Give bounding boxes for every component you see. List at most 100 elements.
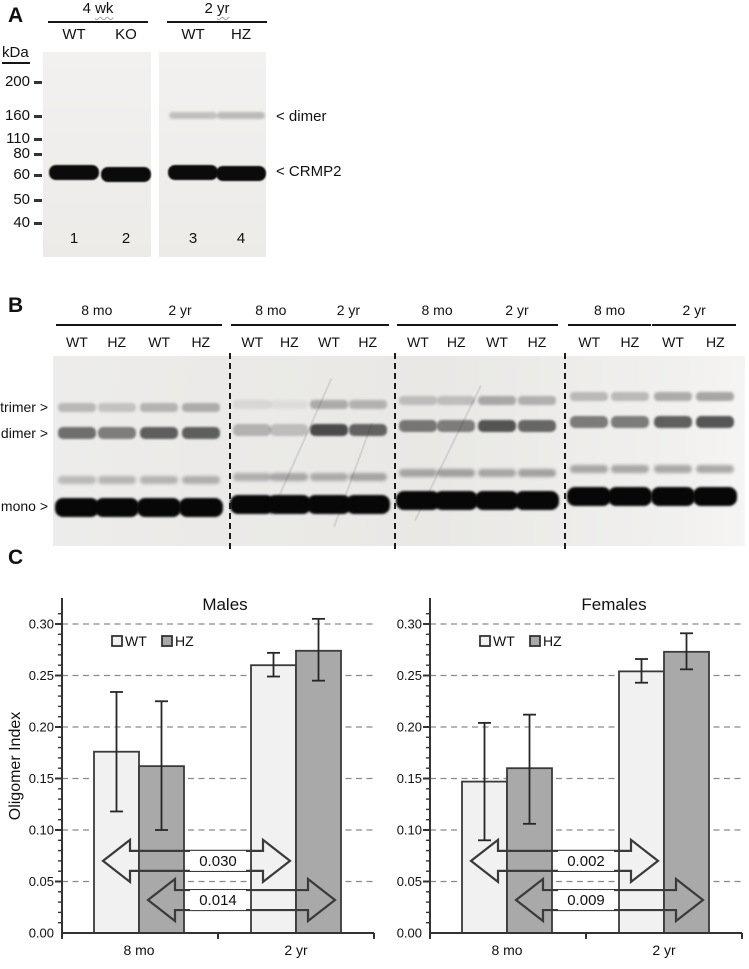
- x-category-label: 8 mo: [123, 942, 154, 958]
- crmp2-band: [49, 165, 99, 180]
- age-unit: wk: [95, 0, 114, 17]
- lane-genotype-label: WT: [181, 26, 205, 43]
- faint-band: [478, 469, 516, 477]
- band-row-label: trimer >: [0, 399, 48, 415]
- age-group-underline: [55, 324, 138, 326]
- age-unit: yr: [217, 0, 230, 17]
- faint-band: [140, 476, 179, 484]
- lane-divider-dashed: [564, 353, 566, 549]
- x-category-label: 8 mo: [491, 942, 522, 958]
- lane-genotype-label: WT: [66, 334, 88, 350]
- y-tick-label: 0.10: [29, 823, 54, 838]
- chart-females: 0.00 0.05 0.10 0.15 0.20 0.25 0.30 8 mo 2 yr 0.00…: [368, 556, 749, 969]
- panel-b-label: B: [8, 294, 24, 317]
- trimer-band: [398, 396, 437, 405]
- faint-band: [570, 465, 609, 473]
- y-tick-label: 0.00: [29, 926, 54, 941]
- p-value-box: [190, 850, 246, 871]
- trimer-band: [233, 400, 272, 409]
- age-group-label: 2 yr: [168, 302, 192, 318]
- dimer-band: [696, 416, 735, 428]
- lane-genotype-label: WT: [148, 334, 171, 350]
- lane-genotype-label: HZ: [231, 26, 251, 43]
- crmp2-band: [101, 167, 151, 182]
- trimer-band: [478, 396, 516, 405]
- comparison-arrow-hz: [146, 876, 337, 924]
- mono-band: [345, 495, 390, 514]
- lane-genotype-label: HZ: [620, 334, 640, 350]
- bar-wt-2yr: [250, 664, 297, 934]
- faint-band: [348, 473, 387, 481]
- legend-swatch-hz: [161, 635, 173, 647]
- p-value-label: 0.002: [567, 853, 605, 870]
- faint-band: [517, 469, 556, 477]
- age-group-underline: [652, 324, 737, 326]
- lane-genotype-label: WT: [318, 334, 340, 350]
- trimer-band: [437, 396, 476, 405]
- p-value-box: [190, 890, 246, 911]
- faint-band: [97, 476, 136, 484]
- mono-band: [178, 498, 223, 517]
- p-value-box: [558, 890, 614, 911]
- dimer-band: [348, 424, 387, 436]
- age-group-underline: [231, 324, 311, 326]
- y-tick-label: 0.15: [29, 771, 54, 786]
- mono-band: [230, 495, 275, 514]
- trimer-band: [610, 392, 649, 401]
- lane-number: 3: [188, 230, 198, 247]
- mono-band: [475, 491, 519, 510]
- y-tick-label: 0.30: [29, 617, 54, 632]
- y-tick-label: 0.05: [29, 874, 54, 889]
- dimer-band: [181, 427, 220, 439]
- trimer-band: [270, 400, 309, 409]
- comparison-arrow-wt: [101, 837, 292, 885]
- y-tick-label: 0.00: [397, 926, 422, 941]
- age-group-label: 4 wk: [38, 0, 158, 17]
- lane-genotype-label: WT: [241, 334, 264, 350]
- legend-label: WT: [493, 633, 515, 649]
- dimer-band: [169, 112, 217, 119]
- trimer-band: [654, 392, 692, 401]
- p-value-label: 0.014: [199, 892, 237, 909]
- lane-genotype-label: WT: [407, 334, 429, 350]
- bar-chart-males: 0.00 0.05 0.10 0.15 0.20 0.25 0.30 8 mo 2 yr 0.03…: [7, 595, 375, 958]
- lane-genotype-label: HZ: [705, 334, 725, 350]
- trimer-band: [57, 403, 96, 412]
- kda-marker-value: 160: [4, 107, 30, 124]
- p-value-box: [558, 850, 614, 871]
- crmp2-band: [216, 166, 266, 181]
- y-tick-label: 0.15: [397, 771, 422, 786]
- lane-divider-dashed: [229, 353, 231, 549]
- p-value-label: 0.030: [199, 853, 237, 870]
- dimer-band: [310, 424, 348, 436]
- age-group-label: 2 yr: [505, 302, 529, 318]
- comparison-arrow-wt: [469, 837, 660, 885]
- blot-membrane-right: [159, 52, 266, 257]
- faint-band: [696, 465, 735, 473]
- age-number: 2: [204, 0, 217, 17]
- legend-swatch-wt: [111, 635, 123, 647]
- legend-label: HZ: [175, 633, 194, 649]
- faint-band: [654, 465, 692, 473]
- band-row-label: mono >: [0, 498, 48, 514]
- age-group-label: 2 yr: [157, 0, 277, 17]
- faint-band: [181, 476, 220, 484]
- kda-marker-value: 110: [6, 130, 30, 147]
- dimer-band: [270, 424, 309, 436]
- kda-marker-value: 40: [13, 214, 30, 231]
- trimer-band: [348, 400, 387, 409]
- age-group-underline: [48, 21, 148, 23]
- faint-band: [310, 473, 348, 481]
- faint-band: [398, 469, 437, 477]
- trimer-band: [570, 392, 609, 401]
- trimer-band: [140, 403, 179, 412]
- p-value-label: 0.009: [567, 892, 605, 909]
- dimer-band: [57, 427, 96, 439]
- trimer-band: [310, 400, 348, 409]
- mono-band: [94, 498, 139, 517]
- kda-marker-value: 80: [13, 145, 30, 162]
- blot-membrane-left: [43, 52, 151, 257]
- kda-marker-value: 50: [13, 191, 30, 208]
- x-category-label: 2 yr: [284, 942, 308, 958]
